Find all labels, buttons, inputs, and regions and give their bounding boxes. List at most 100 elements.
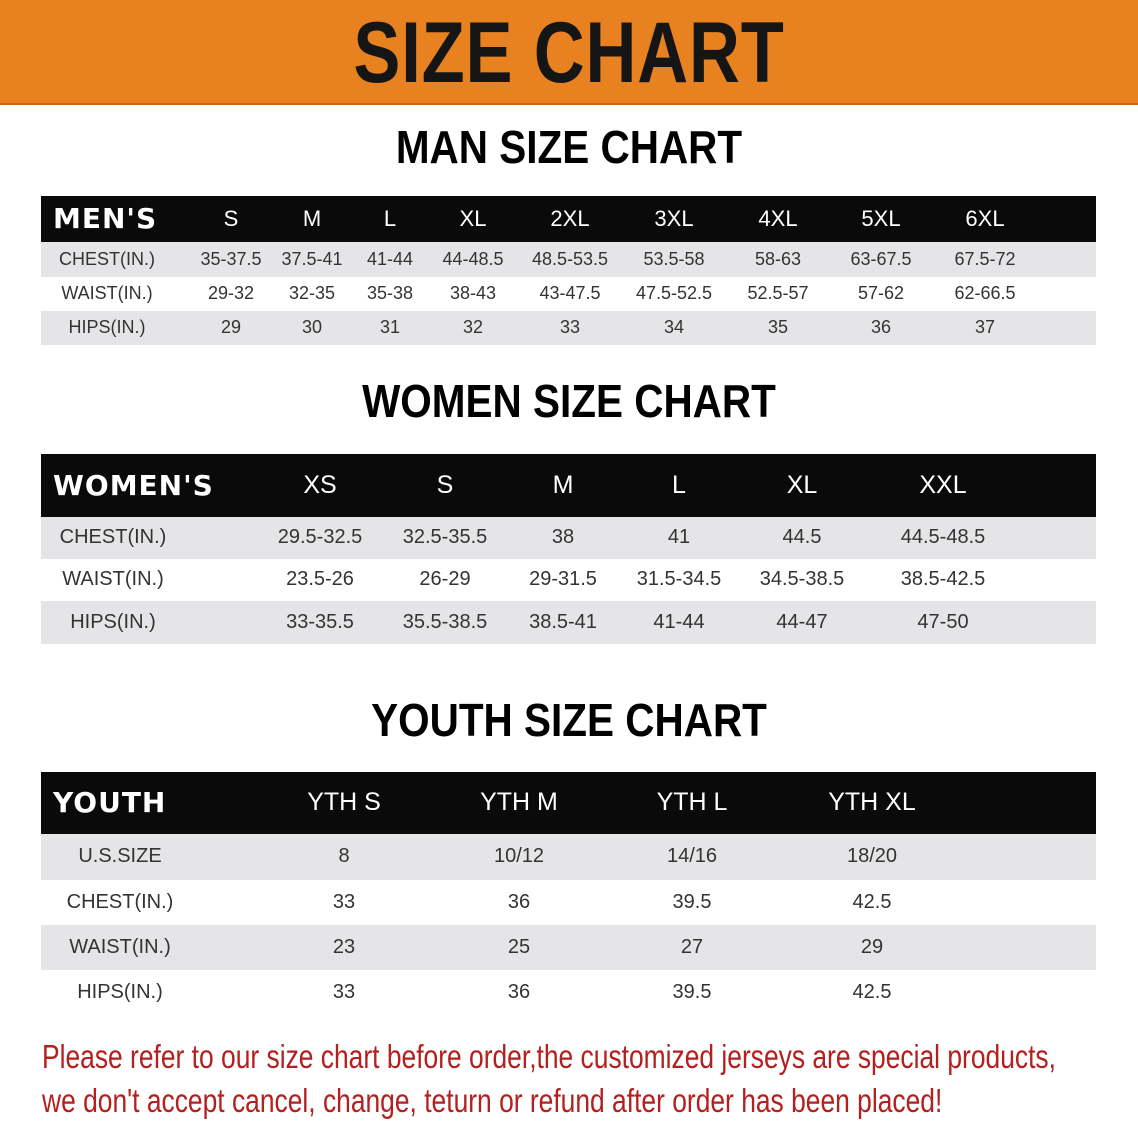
size-header-cell: M [302,205,322,231]
table-cell: 23 [332,935,356,958]
table-row: WAIST(IN.) 29-32 32-35 35-38 38-43 43-47.5 47.… [41,277,1096,311]
table-cell: 33 [559,317,581,338]
size-header-cell: L [672,470,686,499]
row-label: CHEST(IN.) [66,890,174,913]
table-cell: 44-47 [776,610,828,633]
table-cell: 44.5-48.5 [900,526,986,548]
size-header-cell: YTH S [307,788,381,816]
table-cell: 32-35 [288,283,336,304]
men-table-header: MEN'S S M L XL 2XL 3XL 4XL 5XL 6XL [41,196,1096,242]
table-cell: 67.5-72 [954,248,1016,269]
table-cell: 47.5-52.5 [635,283,713,304]
women-section-title: WOMEN SIZE CHART [362,375,776,427]
table-cell: 38.5-41 [529,610,597,633]
table-cell: 63-67.5 [850,248,912,269]
table-cell: 39.5 [672,981,712,1003]
table-row: CHEST(IN.) 33 36 39.5 42.5 [41,880,1096,925]
table-cell: 29 [860,935,884,958]
table-cell: 29-31.5 [529,568,597,590]
size-header-cell: XXL [919,470,967,499]
table-cell: 36 [507,890,531,913]
table-row: CHEST(IN.) 35-37.5 37.5-41 41-44 44-48.5 48.5… [41,242,1096,277]
table-cell: 37 [974,317,996,338]
header-label: WOMEN'S [53,468,214,502]
size-header-cell: YTH L [656,788,728,816]
header-label: MEN'S [53,202,158,235]
table-cell: 32.5-35.5 [402,526,488,548]
table-row: HIPS(IN.) 33-35.5 35.5-38.5 38.5-41 41-44 44-… [41,601,1096,644]
table-cell: 18/20 [846,845,898,867]
youth-section-title: YOUTH SIZE CHART [371,694,767,746]
table-cell: 34.5-38.5 [759,568,845,590]
size-header-cell: XL [459,205,487,231]
table-cell: 14/16 [666,845,718,867]
row-label: WAIST(IN.) [62,568,164,590]
table-cell: 27 [680,935,704,958]
size-header-cell: XL [786,470,818,499]
table-cell: 34 [663,317,685,338]
table-cell: 29.5-32.5 [277,526,363,548]
table-cell: 33 [332,890,356,913]
table-cell: 38-43 [449,283,497,304]
size-header-cell: M [552,470,574,499]
table-cell: 37.5-41 [281,248,343,269]
table-cell: 43-47.5 [539,283,601,304]
table-cell: 38.5-42.5 [900,568,986,590]
table-cell: 38 [551,526,575,548]
row-label: U.S.SIZE [78,845,162,867]
table-cell: 42.5 [852,981,892,1003]
table-cell: 48.5-53.5 [531,248,609,269]
size-header-cell: YTH M [480,788,558,816]
row-label: CHEST(IN.) [59,526,167,548]
table-cell: 44-48.5 [442,248,504,269]
row-label: HIPS(IN.) [68,317,146,338]
size-header-cell: 6XL [965,205,1005,231]
size-header-cell: 4XL [758,205,798,231]
table-cell: 39.5 [672,890,712,913]
table-cell: 33-35.5 [286,610,354,633]
table-cell: 35-38 [366,283,414,304]
table-cell: 36 [507,981,531,1003]
table-cell: 29 [220,317,242,338]
men-section-title: MAN SIZE CHART [395,121,743,173]
women-table-header: WOMEN'S XS S M L XL XXL [41,454,1096,517]
table-cell: 30 [301,317,323,338]
size-header-cell: XS [303,470,337,499]
size-header-cell: S [223,205,239,231]
size-header-cell: 5XL [861,205,901,231]
table-cell: 44.5 [782,526,822,548]
row-label: CHEST(IN.) [59,248,155,269]
table-cell: 47-50 [917,610,969,633]
table-row: WAIST(IN.) 23.5-26 26-29 29-31.5 31.5-34.5 34… [41,559,1096,601]
table-row: WAIST(IN.) 23 25 27 29 [41,925,1096,970]
table-row: CHEST(IN.) 29.5-32.5 32.5-35.5 38 41 44.5 44.5… [41,517,1096,559]
row-label: HIPS(IN.) [70,610,156,633]
row-label: HIPS(IN.) [77,981,163,1003]
table-cell: 36 [870,317,892,338]
table-cell: 62-66.5 [954,283,1016,304]
table-cell: 58-63 [754,248,802,269]
table-cell: 42.5 [852,890,892,913]
size-header-cell: S [436,470,454,499]
size-header-cell: 3XL [654,205,694,231]
header-label: YOUTH [53,786,167,819]
size-header-cell: 2XL [550,205,590,231]
notice-line-1: Please refer to our size chart before or… [42,1038,1056,1075]
size-header-cell: YTH XL [828,788,916,816]
row-label: WAIST(IN.) [61,283,153,304]
table-cell: 25 [507,935,531,958]
table-cell: 35-37.5 [200,248,262,269]
table-row: U.S.SIZE 8 10/12 14/16 18/20 [41,834,1096,880]
table-cell: 31 [379,317,401,338]
table-row: HIPS(IN.) 29 30 31 32 33 34 35 36 37 [41,311,1096,345]
table-cell: 52.5-57 [747,283,809,304]
table-cell: 41-44 [653,610,705,633]
table-cell: 32 [462,317,484,338]
size-chart-banner: SIZE CHART [0,0,1138,105]
table-cell: 23.5-26 [286,568,354,590]
banner-title: SIZE CHART [353,5,785,101]
table-cell: 8 [338,845,350,867]
row-label: WAIST(IN.) [69,935,171,958]
table-cell: 57-62 [857,283,905,304]
youth-table-header: YOUTH YTH S YTH M YTH L YTH XL [41,772,1096,834]
